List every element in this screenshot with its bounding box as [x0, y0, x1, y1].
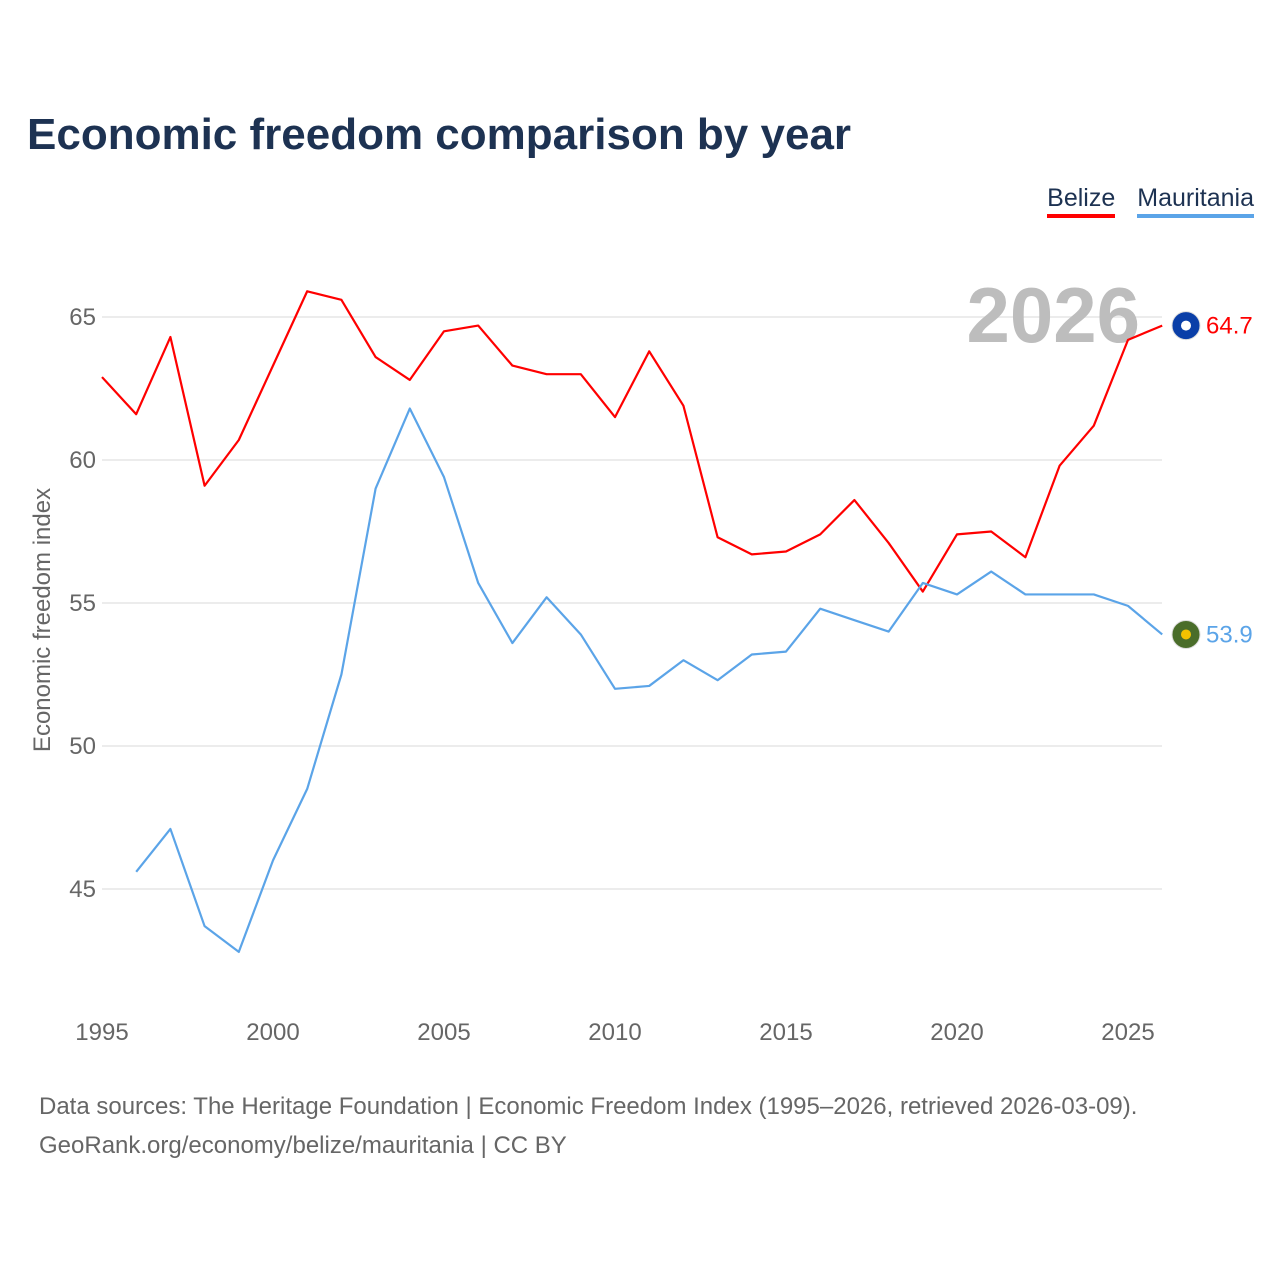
- y-tick-label: 50: [69, 733, 96, 760]
- y-tick-label: 65: [69, 304, 96, 331]
- x-tick-label: 2000: [246, 1019, 299, 1046]
- source-link[interactable]: GeoRank.org/economy/belize/mauritania | …: [39, 1132, 567, 1159]
- y-tick-label: 55: [69, 590, 96, 617]
- year-label: 2026: [966, 271, 1140, 359]
- x-tick-label: 2020: [930, 1019, 983, 1046]
- legend-mauritania[interactable]: Mauritania: [1137, 184, 1254, 218]
- series-line-belize: [101, 290, 1163, 593]
- end-value-label: 53.9: [1206, 621, 1253, 648]
- x-tick-label: 2015: [759, 1019, 812, 1046]
- line-chart: 45 50 55 60 65 1995 2000 2005 2010 2015 2020 2025 Ec…: [29, 271, 1253, 1046]
- x-tick-label: 1995: [75, 1019, 128, 1046]
- y-tick-label: 60: [69, 447, 96, 474]
- legend: Belize Mauritania: [1047, 184, 1254, 218]
- chart-title: Economic freedom comparison by year: [27, 110, 852, 159]
- y-axis-label: Economic freedom index: [29, 488, 56, 752]
- series-line-mauritania: [135, 407, 1163, 954]
- legend-belize[interactable]: Belize: [1047, 184, 1116, 218]
- x-tick-label: 2010: [588, 1019, 641, 1046]
- footer: Data sources: The Heritage Foundation | …: [39, 1087, 1137, 1165]
- y-tick-label: 45: [69, 876, 96, 903]
- data-sources: Data sources: The Heritage Foundation | …: [39, 1093, 1138, 1120]
- end-value-label: 64.7: [1206, 313, 1253, 340]
- flag-emblem-icon: [1181, 629, 1191, 640]
- flag-emblem-icon: [1181, 320, 1191, 331]
- x-tick-label: 2025: [1101, 1019, 1154, 1046]
- x-tick-label: 2005: [417, 1019, 470, 1046]
